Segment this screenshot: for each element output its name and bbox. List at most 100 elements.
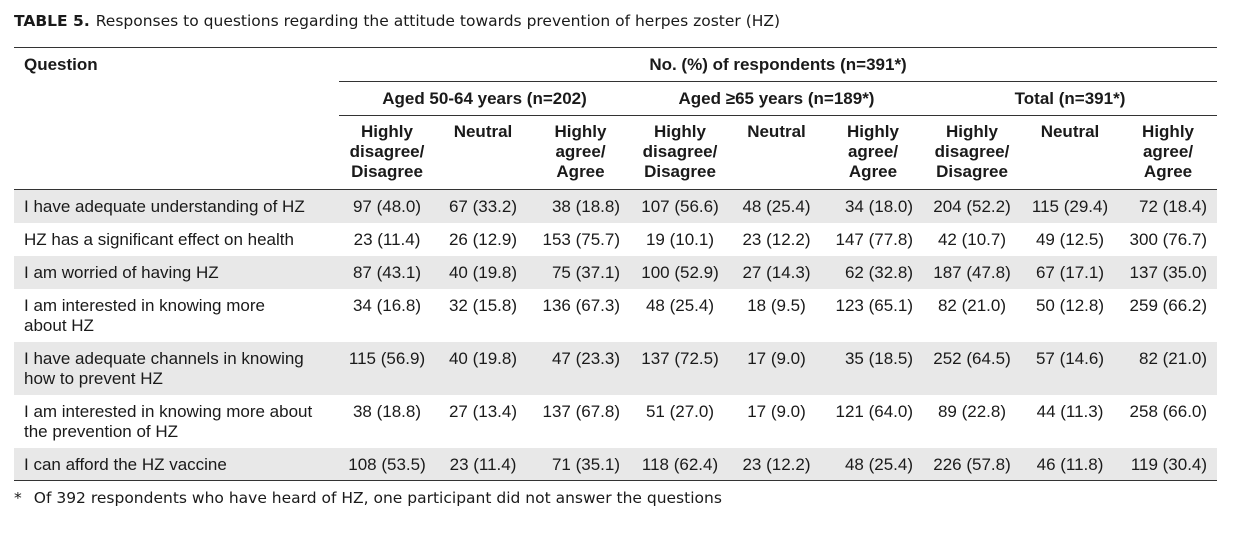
value-cell: 100 (52.9) (630, 255, 730, 289)
value-cell: 17 (9.0) (747, 401, 806, 421)
table-body: I have adequate understanding of HZ 97 (4… (14, 189, 1218, 481)
value-cell: 123 (65.1) (835, 295, 914, 315)
value-cell: 71 (35.1) (531, 447, 630, 481)
value-cell: 97 (48.0) (339, 189, 435, 223)
subheader-disagree-line: disagree/ (934, 142, 1010, 161)
subheader-disagree-50-64: Highly disagree/Disagree (339, 116, 435, 190)
value-cell: 23 (12.2) (730, 447, 823, 481)
question-cell: I have adequate channels in knowing how t… (14, 341, 339, 395)
subheader-neutral-50-64: Neutral (453, 122, 513, 141)
value-cell: 119 (30.4) (1119, 447, 1218, 481)
table-label: TABLE 5. (14, 12, 90, 30)
question-cell: I am interested in knowing more about the… (14, 395, 339, 448)
table-row: I am interested in knowing more about the… (14, 395, 1217, 448)
value-cell: 147 (77.8) (835, 229, 914, 249)
table-row: I am worried of having HZ 87 (43.1) 40 (19… (14, 255, 1218, 289)
responses-table: Question No. (%) of respondents (n=391*)… (14, 47, 1218, 481)
subheader-disagree-line: Disagree (644, 162, 716, 181)
value-cell: 23 (12.2) (742, 229, 811, 249)
subheader-agree-line: Agree (556, 162, 605, 181)
table-row: HZ has a significant effect on health 23 … (14, 223, 1217, 256)
value-cell: 67 (17.1) (1021, 255, 1119, 289)
value-cell: 27 (14.3) (730, 255, 823, 289)
value-cell: 75 (37.1) (531, 255, 630, 289)
value-cell: 19 (10.1) (645, 229, 715, 249)
question-text-line: I am interested in knowing more (24, 295, 265, 315)
value-cell: 137 (35.0) (1119, 255, 1218, 289)
footnote-symbol: * (14, 489, 22, 507)
value-cell: 40 (19.8) (435, 255, 531, 289)
value-cell: 17 (9.0) (730, 341, 823, 395)
subheader-disagree-line: Highly (361, 122, 413, 141)
subheader-agree-total: Highly agree/Agree (1119, 116, 1217, 190)
subheader-row: Highly disagree/Disagree Neutral Highly agre… (14, 116, 1218, 190)
subheader-disagree-line: disagree/ (349, 142, 425, 161)
value-cell: 34 (18.0) (823, 189, 923, 223)
value-cell: 27 (13.4) (448, 401, 518, 421)
question-text-line: the prevention of HZ (24, 421, 179, 441)
subheader-agree-50-64: Highly agree/Agree (531, 116, 630, 190)
subheader-agree-line: Highly (1142, 122, 1194, 141)
value-cell: 115 (56.9) (339, 341, 435, 395)
value-cell: 26 (12.9) (448, 229, 518, 249)
value-cell: 38 (18.8) (352, 401, 422, 421)
group-header-50-64: Aged 50-64 years (n=202) (339, 81, 630, 116)
subheader-agree-line: Agree (848, 162, 898, 181)
subheader-disagree-line: disagree/ (642, 142, 718, 161)
subheader-disagree-line: Disagree (351, 162, 423, 181)
subheader-disagree-line: Disagree (936, 162, 1008, 181)
value-cell: 38 (18.8) (531, 189, 630, 223)
value-cell: 137 (67.8) (542, 401, 621, 421)
question-text-line: I have adequate channels in knowing (24, 348, 304, 368)
question-text-line: HZ has a significant effect on health (24, 229, 294, 249)
subheader-neutral-total: Neutral (1040, 122, 1100, 141)
main-header: No. (%) of respondents (n=391*) (339, 47, 1218, 82)
value-cell: 87 (43.1) (339, 255, 435, 289)
footnote-text: Of 392 respondents who have heard of HZ,… (33, 489, 722, 507)
value-cell: 258 (66.0) (1129, 401, 1208, 421)
value-cell: 300 (76.7) (1129, 229, 1208, 249)
value-cell: 187 (47.8) (923, 255, 1021, 289)
value-cell: 121 (64.0) (835, 401, 914, 421)
subheader-disagree-line: Highly (946, 122, 998, 141)
group-header-total: Total (n=391*) (923, 81, 1218, 116)
value-cell: 226 (57.8) (923, 447, 1021, 481)
subheader-agree-65-plus: Highly agree/Agree (823, 116, 923, 190)
value-cell: 48 (25.4) (730, 189, 823, 223)
subheader-agree-line: agree/ (1142, 142, 1194, 161)
question-text-line: how to prevent HZ (24, 368, 163, 388)
subheader-agree-line: Highly (847, 122, 899, 141)
question-text-line: I have adequate understanding of HZ (24, 197, 305, 216)
value-cell: 108 (53.5) (339, 447, 435, 481)
value-cell: 107 (56.6) (630, 189, 730, 223)
value-cell: 40 (19.8) (435, 341, 531, 395)
value-cell: 82 (21.0) (1119, 341, 1218, 395)
subheader-agree-line: agree/ (555, 142, 606, 161)
question-cell: I can afford the HZ vaccine (14, 447, 339, 481)
value-cell: 32 (15.8) (448, 295, 518, 315)
question-cell: I have adequate understanding of HZ (14, 189, 339, 223)
value-cell: 259 (66.2) (1129, 295, 1208, 315)
value-cell: 137 (72.5) (630, 341, 730, 395)
question-cell: HZ has a significant effect on health (14, 223, 339, 256)
value-cell: 42 (10.7) (937, 229, 1007, 249)
value-cell: 72 (18.4) (1119, 189, 1218, 223)
value-cell: 89 (22.8) (937, 401, 1007, 421)
table-caption: TABLE 5. Responses to questions regarding… (14, 12, 780, 30)
value-cell: 51 (27.0) (645, 401, 715, 421)
table-row: I can afford the HZ vaccine 108 (53.5) 23 … (14, 447, 1218, 481)
value-cell: 23 (11.4) (353, 229, 421, 249)
value-cell: 18 (9.5) (747, 295, 806, 315)
value-cell: 50 (12.8) (1035, 295, 1105, 315)
table-row: I have adequate understanding of HZ 97 (4… (14, 189, 1218, 223)
value-cell: 44 (11.3) (1036, 401, 1104, 421)
question-cell: I am worried of having HZ (14, 255, 339, 289)
subheader-disagree-65-plus: Highly disagree/Disagree (630, 116, 730, 190)
value-cell: 49 (12.5) (1035, 229, 1105, 249)
value-cell: 136 (67.3) (542, 295, 621, 315)
question-text-line: I am interested in knowing more about (24, 401, 313, 421)
table-title: Responses to questions regarding the att… (95, 12, 781, 30)
value-cell: 153 (75.7) (542, 229, 621, 249)
subheader-agree-line: Highly (554, 122, 607, 141)
